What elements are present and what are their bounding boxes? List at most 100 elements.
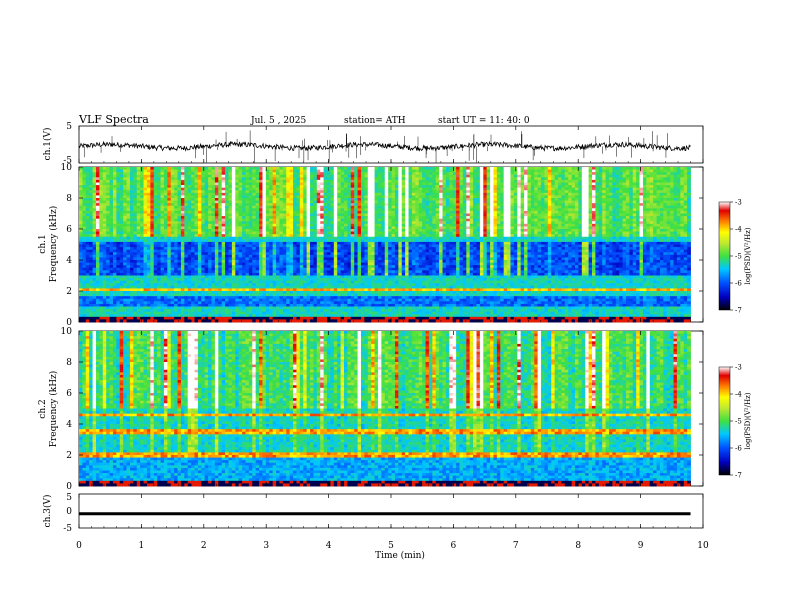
spectrogram-cell	[276, 206, 280, 209]
spectrogram-cell	[279, 170, 283, 173]
spectrogram-cell	[476, 188, 480, 191]
spectrogram-cell	[320, 170, 324, 173]
spectrogram-cell	[130, 214, 134, 217]
spectrogram-cell	[443, 177, 447, 180]
spectrogram-cell	[140, 185, 144, 188]
spectrogram-cell	[592, 183, 596, 186]
spectrogram-cell	[541, 211, 545, 214]
spectrogram-cell	[368, 224, 372, 227]
spectrogram-cell	[677, 221, 681, 224]
spectrogram-cell	[201, 190, 205, 193]
spectrogram-cell	[208, 172, 212, 175]
spectrogram-cell	[663, 234, 667, 237]
spectrogram-cell	[429, 195, 433, 198]
spectrogram-cell	[123, 177, 127, 180]
spectrogram-cell	[487, 224, 491, 227]
spectrogram-cell	[599, 188, 603, 191]
spectrogram-cell	[252, 214, 256, 217]
spectrogram-cell	[629, 216, 633, 219]
spectrogram-cell	[262, 226, 266, 229]
spectrogram-cell	[507, 193, 511, 196]
spectrogram-cell	[667, 193, 671, 196]
spectrogram-cell	[514, 190, 518, 193]
spectrogram-cell	[514, 201, 518, 204]
spectrogram-cell	[364, 232, 368, 235]
spectrogram-cell	[402, 170, 406, 173]
spectrogram-cell	[636, 211, 640, 214]
spectrogram-cell	[619, 183, 623, 186]
spectrogram-cell	[361, 185, 365, 188]
spectrogram-cell	[446, 172, 450, 175]
spectrogram-cell	[127, 190, 131, 193]
spectrogram-cell	[449, 221, 453, 224]
spectrogram-cell	[667, 190, 671, 193]
spectrogram-cell	[439, 175, 443, 178]
spectrogram-cell	[106, 183, 110, 186]
spectrogram-cell	[470, 221, 474, 224]
spectrogram-cell	[290, 190, 294, 193]
spectrogram-cell	[113, 211, 117, 214]
spectrogram-cell	[157, 203, 161, 206]
spectrogram-cell	[646, 206, 650, 209]
spectrogram-cell	[558, 190, 562, 193]
spectrogram-cell	[609, 206, 613, 209]
spectrogram-cell	[324, 172, 328, 175]
spectrogram-cell	[89, 234, 93, 237]
spectrogram-cell	[317, 185, 321, 188]
spectrogram-cell	[677, 180, 681, 183]
spectrogram-cell	[595, 185, 599, 188]
spectrogram-cell	[188, 234, 192, 237]
spectrogram-cell	[110, 214, 114, 217]
spectrogram-cell	[259, 172, 263, 175]
spectrogram-cell	[147, 237, 151, 240]
spectrogram-cell	[657, 211, 661, 214]
spectrogram-cell	[150, 234, 154, 237]
spectrogram-cell	[252, 177, 256, 180]
spectrogram-cell	[273, 224, 277, 227]
spectrogram-cell	[133, 226, 137, 229]
spectrogram-cell	[317, 188, 321, 191]
spectrogram-cell	[327, 201, 331, 204]
spectrogram-cell	[517, 177, 521, 180]
spectrogram-cell	[674, 206, 678, 209]
spectrogram-cell	[640, 167, 644, 170]
spectrogram-cell	[412, 229, 416, 232]
spectrogram-cell	[449, 224, 453, 227]
spectrogram-cell	[521, 180, 525, 183]
spectrogram-cell	[368, 219, 372, 222]
spectrogram-cell	[412, 221, 416, 224]
spectrogram-cell	[674, 172, 678, 175]
spectrogram-cell	[133, 190, 137, 193]
spectrogram-cell	[120, 167, 124, 170]
spectrogram-cell	[439, 216, 443, 219]
spectrogram-cell	[320, 167, 324, 170]
spectrogram-cell	[517, 234, 521, 237]
spectrogram-cell	[256, 219, 260, 222]
spectrogram-cell	[578, 226, 582, 229]
spectrogram-cell	[439, 198, 443, 201]
spectrogram-cell	[89, 237, 93, 240]
spectrogram-cell	[381, 226, 385, 229]
spectrogram-cell	[330, 175, 334, 178]
spectrogram-cell	[195, 180, 199, 183]
spectrogram-cell	[164, 180, 168, 183]
spectrogram-cell	[344, 198, 348, 201]
spectrogram-cell	[371, 167, 375, 170]
spectrogram-cell	[595, 214, 599, 217]
spectrogram-cell	[181, 195, 185, 198]
spectrogram-cell	[663, 219, 667, 222]
spectrogram-cell	[178, 208, 182, 211]
spectrogram-cell	[544, 177, 548, 180]
spectrogram-cell	[354, 167, 358, 170]
spectrogram-cell	[636, 167, 640, 170]
spectrogram-cell	[415, 232, 419, 235]
spectrogram-cell	[446, 214, 450, 217]
spectrogram-cell	[426, 232, 430, 235]
spectrogram-cell	[555, 183, 559, 186]
spectrogram-cell	[405, 232, 409, 235]
spectrogram-cell	[534, 226, 538, 229]
spectrogram-cell	[82, 198, 86, 201]
spectrogram-cell	[120, 175, 124, 178]
spectrogram-cell	[188, 170, 192, 173]
spectrogram-cell	[239, 180, 243, 183]
